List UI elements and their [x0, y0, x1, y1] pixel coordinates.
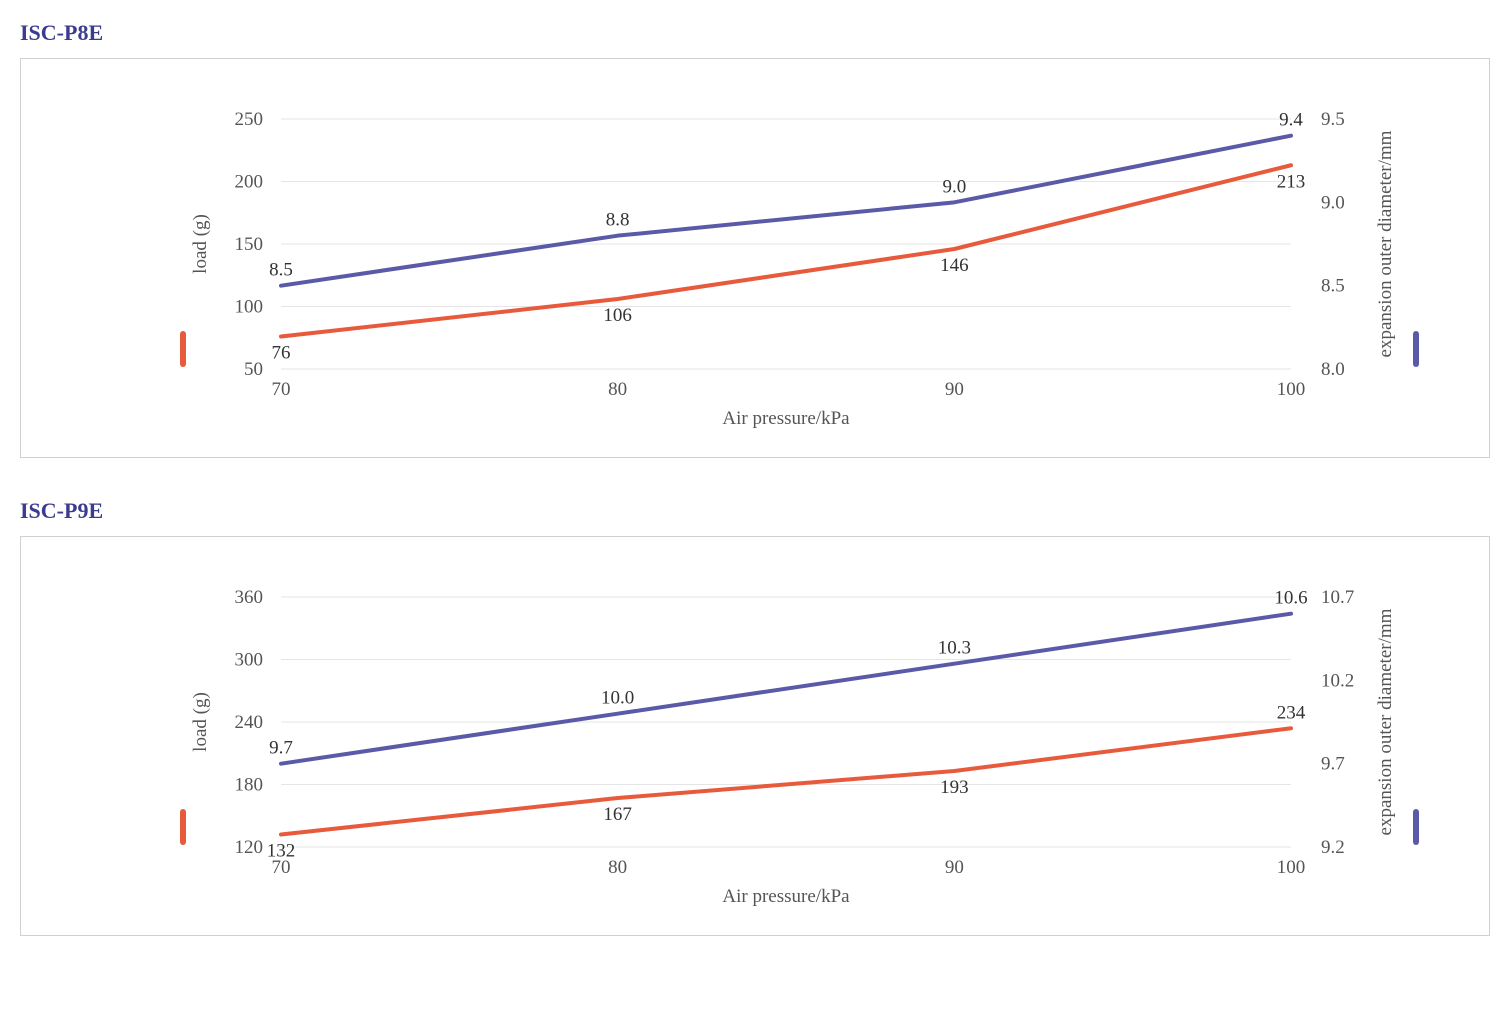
series-line [281, 165, 1291, 336]
y-right-axis-label: expansion outer diameter/mm [1375, 130, 1396, 357]
data-point-label: 10.3 [938, 638, 971, 659]
data-point-label: 132 [267, 841, 296, 862]
y-left-axis-label: load (g) [190, 214, 211, 274]
y-left-tick-label: 240 [235, 712, 264, 733]
data-point-label: 76 [272, 343, 291, 364]
y-right-tick-label: 8.5 [1321, 276, 1345, 297]
data-point-label: 106 [603, 305, 632, 326]
y-right-tick-label: 9.2 [1321, 837, 1345, 858]
y-right-axis-label: expansion outer diameter/mm [1375, 608, 1396, 835]
x-tick-label: 80 [608, 857, 627, 878]
y-left-tick-label: 50 [244, 359, 263, 380]
x-tick-label: 70 [272, 379, 291, 400]
y-left-tick-label: 250 [235, 109, 264, 130]
data-point-label: 213 [1277, 171, 1306, 192]
y-right-tick-label: 10.2 [1321, 670, 1354, 691]
data-point-label: 9.4 [1279, 110, 1303, 131]
series-line [281, 614, 1291, 764]
chart-title: ISC-P8E [20, 20, 1490, 46]
data-point-label: 146 [940, 255, 969, 276]
x-axis-label: Air pressure/kPa [722, 408, 850, 429]
y-left-tick-label: 180 [235, 775, 264, 796]
x-tick-label: 100 [1277, 379, 1306, 400]
data-point-label: 10.6 [1274, 588, 1307, 609]
y-left-tick-label: 200 [235, 172, 264, 193]
y-right-tick-label: 10.7 [1321, 587, 1354, 608]
x-axis-label: Air pressure/kPa [722, 886, 850, 907]
series-line [281, 136, 1291, 286]
data-point-label: 193 [940, 777, 969, 798]
y-right-tick-label: 9.5 [1321, 109, 1345, 130]
series-line [281, 728, 1291, 834]
y-left-tick-label: 360 [235, 587, 264, 608]
y-left-tick-label: 300 [235, 650, 264, 671]
data-point-label: 9.0 [942, 176, 966, 197]
data-point-label: 10.0 [601, 688, 634, 709]
y-right-tick-label: 8.0 [1321, 359, 1345, 380]
y-left-tick-label: 100 [235, 297, 264, 318]
data-point-label: 8.5 [269, 260, 293, 281]
x-tick-label: 80 [608, 379, 627, 400]
chart-title: ISC-P9E [20, 498, 1490, 524]
chart-svg: 1201802403003609.29.710.210.7708090100Ai… [21, 537, 1491, 937]
data-point-label: 234 [1277, 702, 1306, 723]
chart-svg: 50 100 150 200 250 8.0 8.5 9.0 9.5 70 80 90 100 Air p… [21, 59, 1491, 459]
x-tick-label: 90 [945, 379, 964, 400]
chart-frame: 1201802403003609.29.710.210.7708090100Ai… [20, 536, 1490, 936]
data-point-label: 9.7 [269, 738, 293, 759]
y-left-tick-label: 150 [235, 234, 264, 255]
chart-frame: 50 100 150 200 250 8.0 8.5 9.0 9.5 70 80 90 100 Air p… [20, 58, 1490, 458]
y-right-tick-label: 9.0 [1321, 192, 1345, 213]
x-tick-label: 90 [945, 857, 964, 878]
x-tick-label: 100 [1277, 857, 1306, 878]
y-left-axis-label: load (g) [190, 692, 211, 752]
y-right-tick-label: 9.7 [1321, 754, 1345, 775]
data-point-label: 8.8 [606, 210, 630, 231]
y-left-tick-label: 120 [235, 837, 264, 858]
data-point-label: 167 [603, 804, 632, 825]
